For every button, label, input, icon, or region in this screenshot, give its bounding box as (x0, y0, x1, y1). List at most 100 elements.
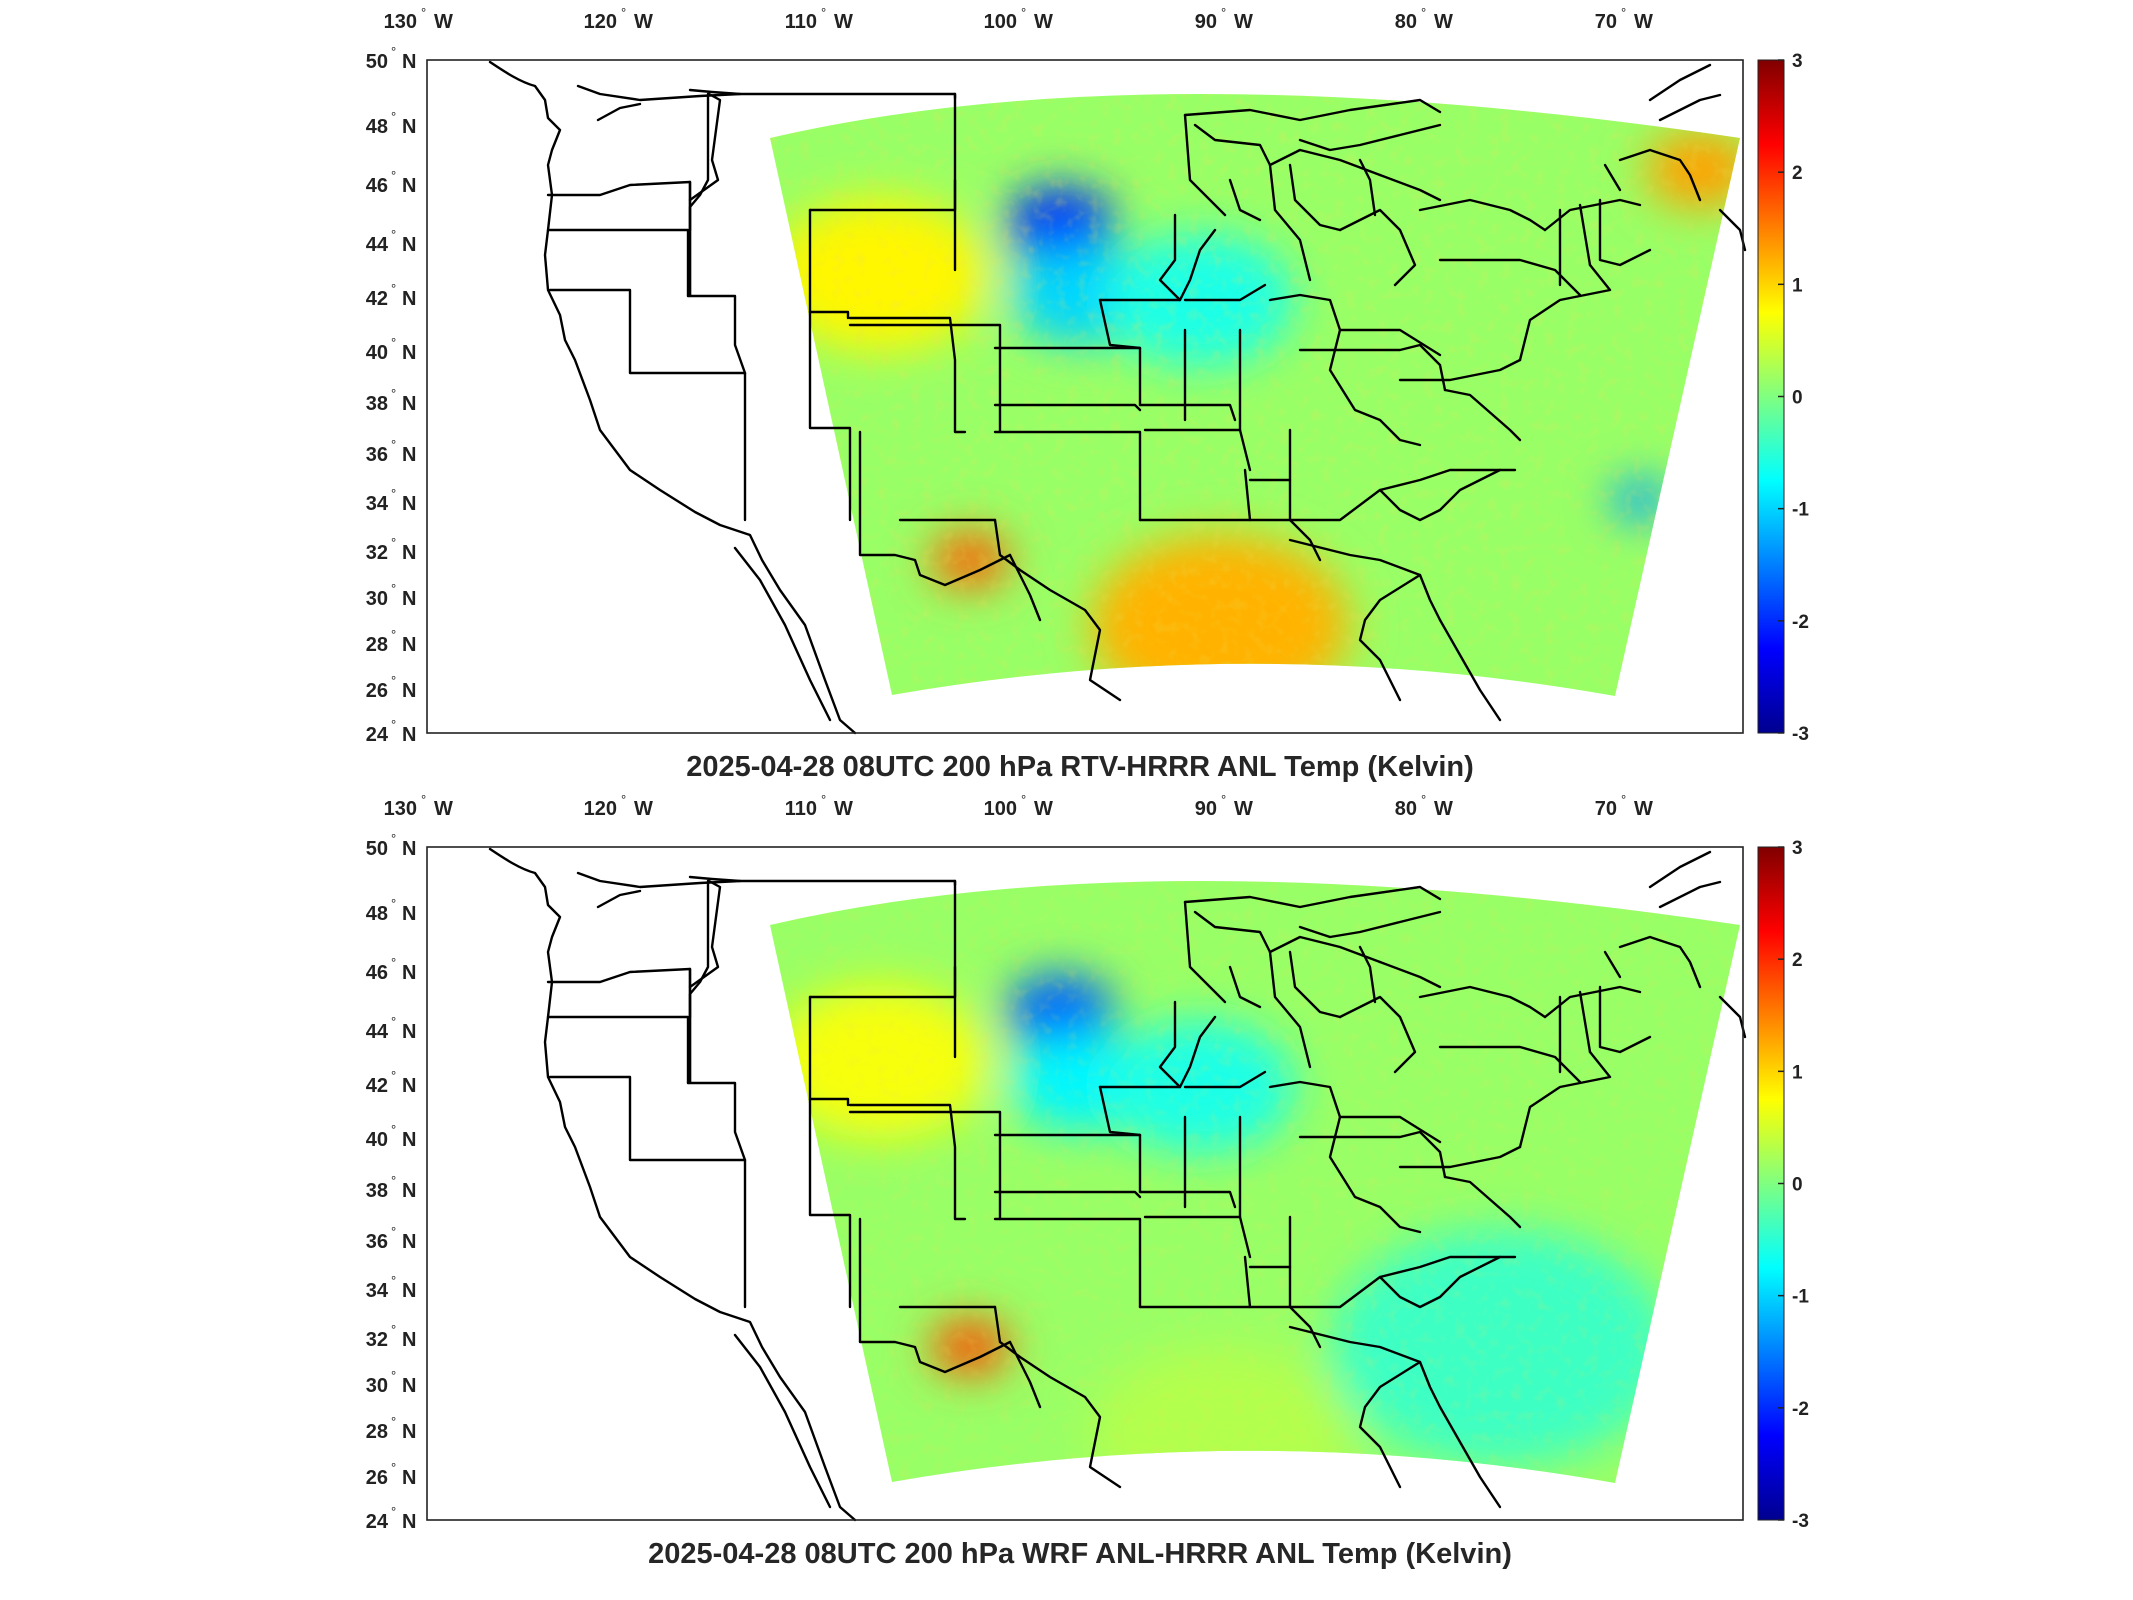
boundary-line (1193, 910, 1272, 954)
boundary-line (1298, 910, 1442, 939)
boundary-line (1518, 263, 1612, 362)
boundary-line (1603, 950, 1622, 979)
boundary-line (1618, 148, 1702, 202)
map-frame-top (426, 59, 1744, 734)
boundary-line (1138, 518, 1322, 562)
noise-texture-top (770, 94, 1740, 696)
lon-unit: W (1434, 11, 1453, 33)
boundary-line (1183, 1070, 1267, 1089)
degree-mark: ° (391, 1414, 396, 1429)
boundary-line (1378, 1255, 1502, 1309)
degree-mark: ° (391, 955, 396, 970)
degree-mark: ° (1621, 792, 1626, 807)
degree-mark: ° (1421, 5, 1426, 20)
lat-unit: N (402, 1511, 416, 1533)
lon-unit: W (634, 11, 653, 33)
degree-mark: ° (821, 5, 826, 20)
boundary-line (848, 1103, 967, 1221)
lat-unit: N (402, 393, 416, 415)
top-panel: 130 ° W 120 ° W 110 ° W 100 ° W 90 ° W 80 ° W 70 ° W 50 ° N48 °… (366, 5, 1810, 783)
lon-label: 130 (384, 11, 417, 33)
boundary-line (1298, 123, 1442, 152)
boundary-line (1438, 1045, 1582, 1084)
boundary-line (1288, 163, 1342, 232)
boundary-line (808, 995, 850, 1107)
lon-label: 70 (1595, 798, 1617, 820)
degree-mark: ° (391, 535, 396, 550)
degree-mark: ° (391, 1122, 396, 1137)
colorbar-tick-label: -3 (1792, 724, 1809, 745)
colorbar-tick-label: -3 (1792, 1511, 1809, 1532)
degree-mark: ° (391, 281, 396, 296)
lat-unit: N (402, 838, 416, 860)
degree-mark: ° (391, 1368, 396, 1383)
lat-label: 26 (366, 680, 388, 702)
boundary-line (688, 92, 722, 202)
degree-mark: ° (391, 717, 396, 732)
boundary-line (1658, 93, 1722, 122)
degree-mark: ° (621, 5, 626, 20)
boundary-line (546, 967, 692, 1084)
degree-mark: ° (421, 792, 426, 807)
lat-label: 48 (366, 116, 388, 138)
lat-unit: N (402, 444, 416, 466)
boundary-line (1183, 885, 1442, 909)
boundary-line (1358, 158, 1377, 217)
boundary-line (1338, 1115, 1442, 1144)
lon-label: 90 (1195, 11, 1217, 33)
lat-label: 30 (366, 1375, 388, 1397)
boundary-line (848, 1110, 1002, 1221)
lat-unit: N (402, 1129, 416, 1151)
lat-label: 24 (366, 1511, 389, 1533)
degree-mark: ° (1221, 792, 1226, 807)
degree-mark: ° (391, 831, 396, 846)
lat-unit: N (402, 1280, 416, 1302)
colorbar-ticks-top: 3 2 1 0 -1 -2 -3 (1778, 51, 1809, 745)
lon-label: 120 (584, 11, 617, 33)
boundary-line (686, 294, 747, 375)
boundary-line (1228, 178, 1262, 222)
colorbar-tick-label: 2 (1792, 950, 1803, 971)
boundary-line (1718, 208, 1747, 252)
boundary-line (858, 430, 1012, 587)
lat-label: 38 (366, 393, 388, 415)
lon-unit: W (1034, 11, 1053, 33)
lat-label: 28 (366, 1421, 388, 1443)
boundary-line (1183, 113, 1227, 217)
noise-texture-bottom (770, 881, 1740, 1483)
boundary-line (1098, 1015, 1217, 1089)
boundary-line (548, 1075, 747, 1309)
lon-label: 110 (785, 798, 817, 820)
boundary-line (1243, 468, 1252, 522)
lat-unit: N (402, 1329, 416, 1351)
degree-mark: ° (391, 1504, 396, 1519)
lon-label: 80 (1395, 11, 1417, 33)
boundary-line (1378, 173, 1442, 202)
lat-label: 48 (366, 903, 388, 925)
degree-mark: ° (391, 109, 396, 124)
boundary-line (1358, 573, 1422, 702)
boundary-line (1268, 950, 1312, 1069)
colorbar-ticks-bottom: 3 2 1 0 -1 -2 -3 (1778, 838, 1809, 1532)
lat-unit: N (402, 1467, 416, 1489)
boundary-line (993, 1190, 1142, 1199)
boundary-line (1098, 1085, 1142, 1137)
boundary-line (1603, 163, 1622, 192)
lon-label: 100 (984, 11, 1017, 33)
lat-unit: N (402, 51, 416, 73)
lat-unit: N (402, 1231, 416, 1253)
lat-unit: N (402, 962, 416, 984)
boundary-line (1338, 208, 1417, 287)
degree-mark: ° (391, 386, 396, 401)
boundary-line (548, 288, 747, 522)
boundary-line (733, 546, 832, 722)
lat-unit: N (402, 1021, 416, 1043)
boundary-line (1098, 228, 1217, 302)
boundary-line (1288, 1255, 1517, 1309)
boundary-line (1418, 985, 1547, 1019)
boundary-line (808, 208, 850, 320)
boundary-line (993, 1217, 1142, 1309)
boundary-line (1243, 1255, 1252, 1309)
boundary-line (1438, 1405, 1502, 1509)
degree-mark: ° (391, 896, 396, 911)
